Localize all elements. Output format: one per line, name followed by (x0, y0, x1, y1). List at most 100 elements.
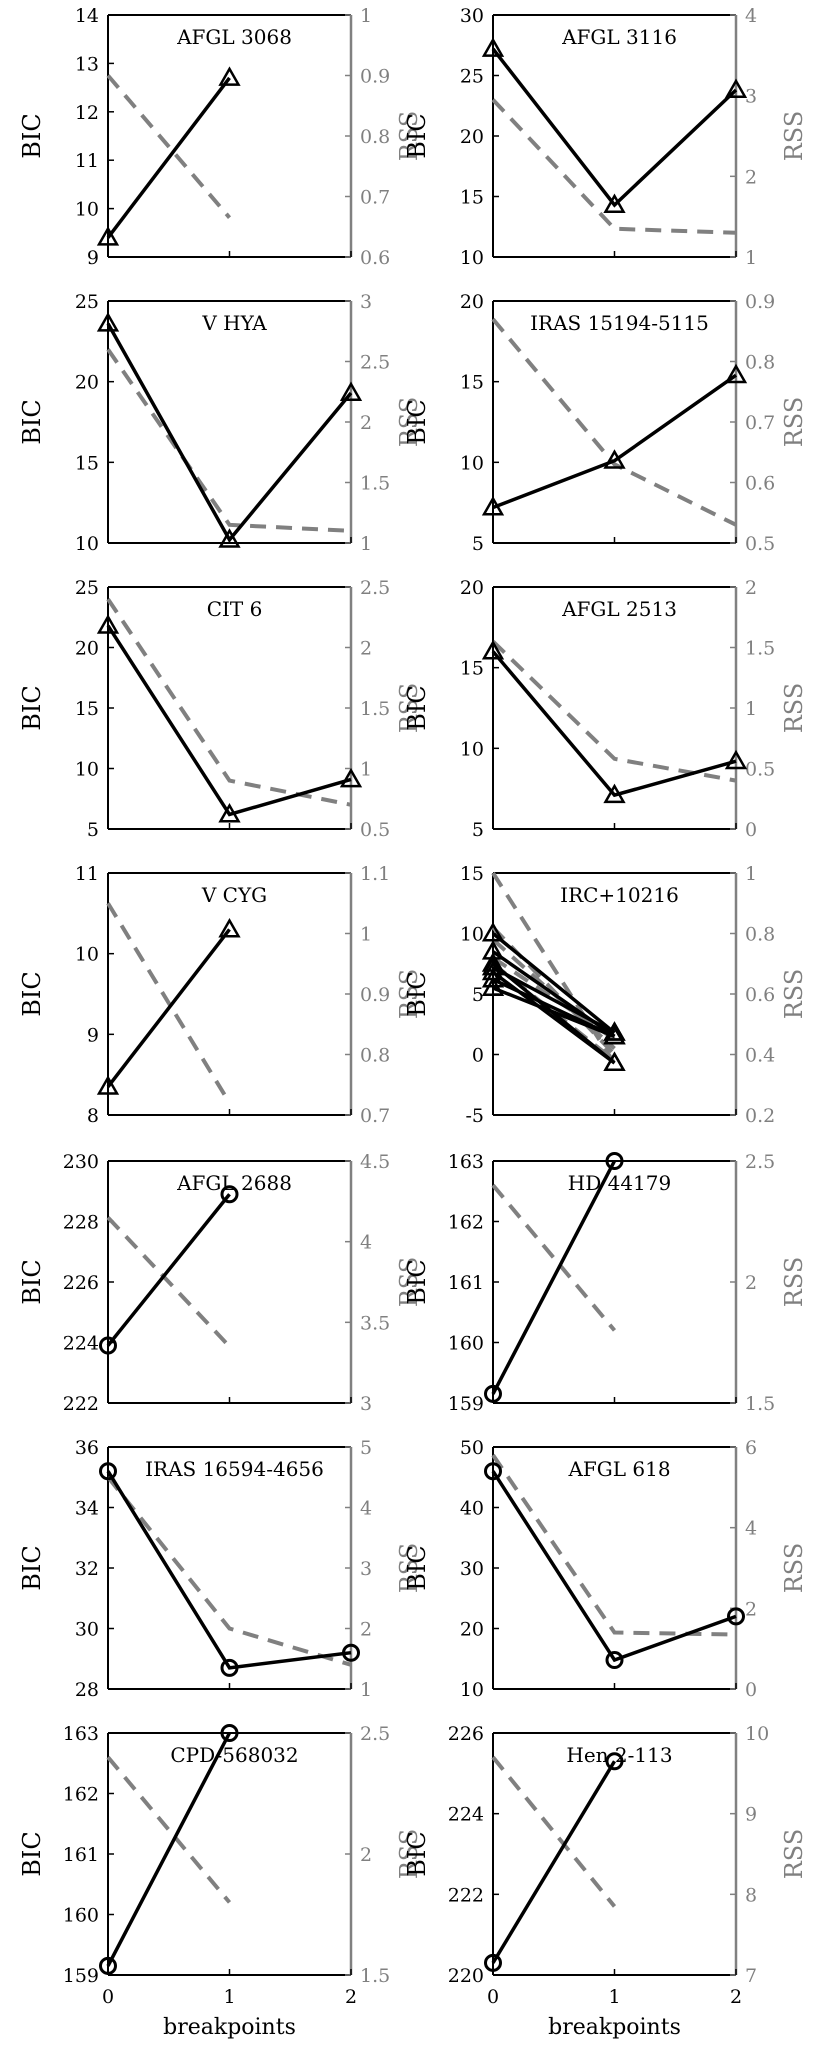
bic-marker-circle (220, 1724, 239, 1742)
rss-axis-label: RSS (395, 683, 423, 734)
bic-marker-triangle (96, 614, 120, 634)
rss-tick-label: 1.1 (360, 863, 390, 885)
x-axis-label: breakpoints (163, 2015, 296, 2040)
bic-tick-label: 220 (448, 1965, 484, 1987)
subplot-afgl-618: 10 20 30 40 50 0 2 4 6 BIC RSS AFGL 618 (403, 1437, 808, 1701)
rss-axis-label: RSS (780, 683, 808, 734)
bic-tick-label: 0 (472, 1045, 484, 1067)
x-tick-label: 2 (730, 1986, 742, 2008)
rss-tick-label: 0.7 (360, 1105, 390, 1127)
subplot-title: AFGL 3116 (561, 25, 677, 49)
bic-line (491, 1760, 616, 1964)
bic-tick-label: 222 (448, 1884, 484, 1906)
bic-axis-label: BIC (18, 1259, 46, 1304)
bic-axis-label: BIC (18, 399, 46, 444)
rss-tick-label: 0 (745, 819, 757, 841)
bic-tick-label: -5 (465, 1105, 484, 1127)
rss-tick-label: 2 (360, 638, 372, 660)
rss-line (106, 597, 352, 807)
bic-marker-triangle (96, 1075, 120, 1095)
rss-tick-label: 2.5 (360, 1723, 390, 1745)
bic-line (106, 1732, 232, 1967)
rss-tick-label: 7 (745, 1965, 757, 1987)
bic-marker-triangle (218, 66, 241, 86)
bic-axis-label: BIC (403, 399, 431, 444)
rss-tick-label: 0.7 (360, 187, 390, 209)
subplot-iras-15194-5115: 5 10 15 20 0.5 0.6 0.7 0.8 0.9 BIC RSS IRAS 15194-5… (403, 291, 808, 555)
subplot-title: HD 44179 (568, 1171, 671, 1195)
rss-tick-label: 10 (745, 1723, 769, 1745)
bic-tick-label: 224 (448, 1804, 484, 1826)
bic-marker-circle (99, 1956, 117, 1975)
rss-tick-label: 6 (745, 1437, 757, 1459)
bic-tick-label: 11 (75, 863, 99, 885)
rss-tick-label: 4 (360, 1498, 372, 1520)
x-tick-label: 0 (102, 1986, 114, 2008)
bic-marker-triangle (339, 767, 363, 788)
bic-marker-circle (484, 1384, 502, 1403)
rss-tick-label: 0.7 (745, 412, 775, 434)
subplot-title: IRAS 15194-5115 (530, 311, 709, 335)
rss-tick-label: 2 (745, 166, 757, 188)
rss-axis-label: RSS (780, 969, 808, 1020)
bic-marker-triangle (218, 802, 241, 823)
bic-marker-circle (484, 1462, 502, 1481)
bic-tick-label: 10 (75, 944, 99, 966)
bic-line (106, 322, 353, 543)
bic-tick-label: 226 (448, 1723, 484, 1745)
rss-tick-label: 1 (745, 698, 757, 720)
subplot-v-cyg: 8 9 10 11 0.7 0.8 0.9 1 1.1 BIC RSS V CYG (18, 863, 423, 1127)
bic-marker-triangle (603, 1024, 626, 1045)
bic-tick-label: 162 (448, 1212, 484, 1234)
bic-marker-triangle (481, 952, 505, 972)
bic-tick-label: 20 (75, 372, 99, 394)
bic-marker-triangle (724, 749, 748, 770)
x-tick-label: 0 (487, 1986, 499, 2008)
rss-line (106, 1216, 231, 1348)
bic-tick-label: 5 (87, 819, 99, 841)
subplot-afgl-2688: 222 224 226 228 230 3 3.5 4 4.5 BIC RSS AFGL 2688 (18, 1151, 423, 1415)
bic-line (491, 970, 616, 1065)
subplot-v-hya: 10 15 20 25 1 1.5 2 2.5 3 BIC RSS V HYA (18, 291, 423, 555)
rss-tick-label: 0.6 (745, 984, 775, 1006)
rss-tick-label: 4.5 (360, 1151, 390, 1173)
rss-tick-label: 1 (360, 533, 372, 555)
bic-axis-label: BIC (18, 971, 46, 1016)
subplot-afgl-3116: 10 15 20 25 30 1 2 3 4 BIC RSS AFGL 3116 (403, 5, 808, 269)
bic-tick-label: 228 (63, 1212, 99, 1234)
rss-tick-label: 2.5 (745, 1151, 775, 1173)
bic-tick-label: 8 (87, 1105, 99, 1127)
bic-tick-label: 159 (63, 1965, 99, 1987)
bic-tick-label: 163 (448, 1151, 484, 1173)
subplot-title: CPD-568032 (170, 1743, 298, 1767)
rss-tick-label: 0.5 (745, 759, 775, 781)
bic-tick-label: 226 (63, 1272, 99, 1294)
bic-marker-triangle (603, 1051, 626, 1071)
bic-line (491, 932, 616, 1035)
subplot-title: V CYG (201, 883, 267, 907)
bic-tick-label: 222 (63, 1393, 99, 1415)
bic-marker-circle (99, 1462, 117, 1481)
bic-tick-label: 20 (75, 638, 99, 660)
rss-line (106, 902, 232, 1104)
bic-line (491, 1160, 617, 1395)
bic-marker-triangle (481, 921, 505, 942)
bic-tick-label: 159 (448, 1393, 484, 1415)
bic-tick-label: 5 (472, 984, 484, 1006)
bic-marker-triangle (481, 495, 505, 516)
bic-line (491, 47, 738, 208)
subplot-title: Hen 2-113 (566, 1743, 672, 1767)
rss-axis-label: RSS (395, 397, 423, 448)
bic-axis-label: BIC (403, 971, 431, 1016)
rss-line (491, 98, 737, 235)
bic-tick-label: 30 (460, 1558, 484, 1580)
rss-line (491, 1755, 617, 1908)
bic-tick-label: 10 (75, 533, 99, 555)
rss-axis-label: RSS (780, 111, 808, 162)
bic-marker-triangle (603, 783, 626, 804)
bic-tick-label: 5 (472, 819, 484, 841)
rss-tick-label: 1.5 (360, 698, 390, 720)
bic-line (106, 1470, 352, 1670)
